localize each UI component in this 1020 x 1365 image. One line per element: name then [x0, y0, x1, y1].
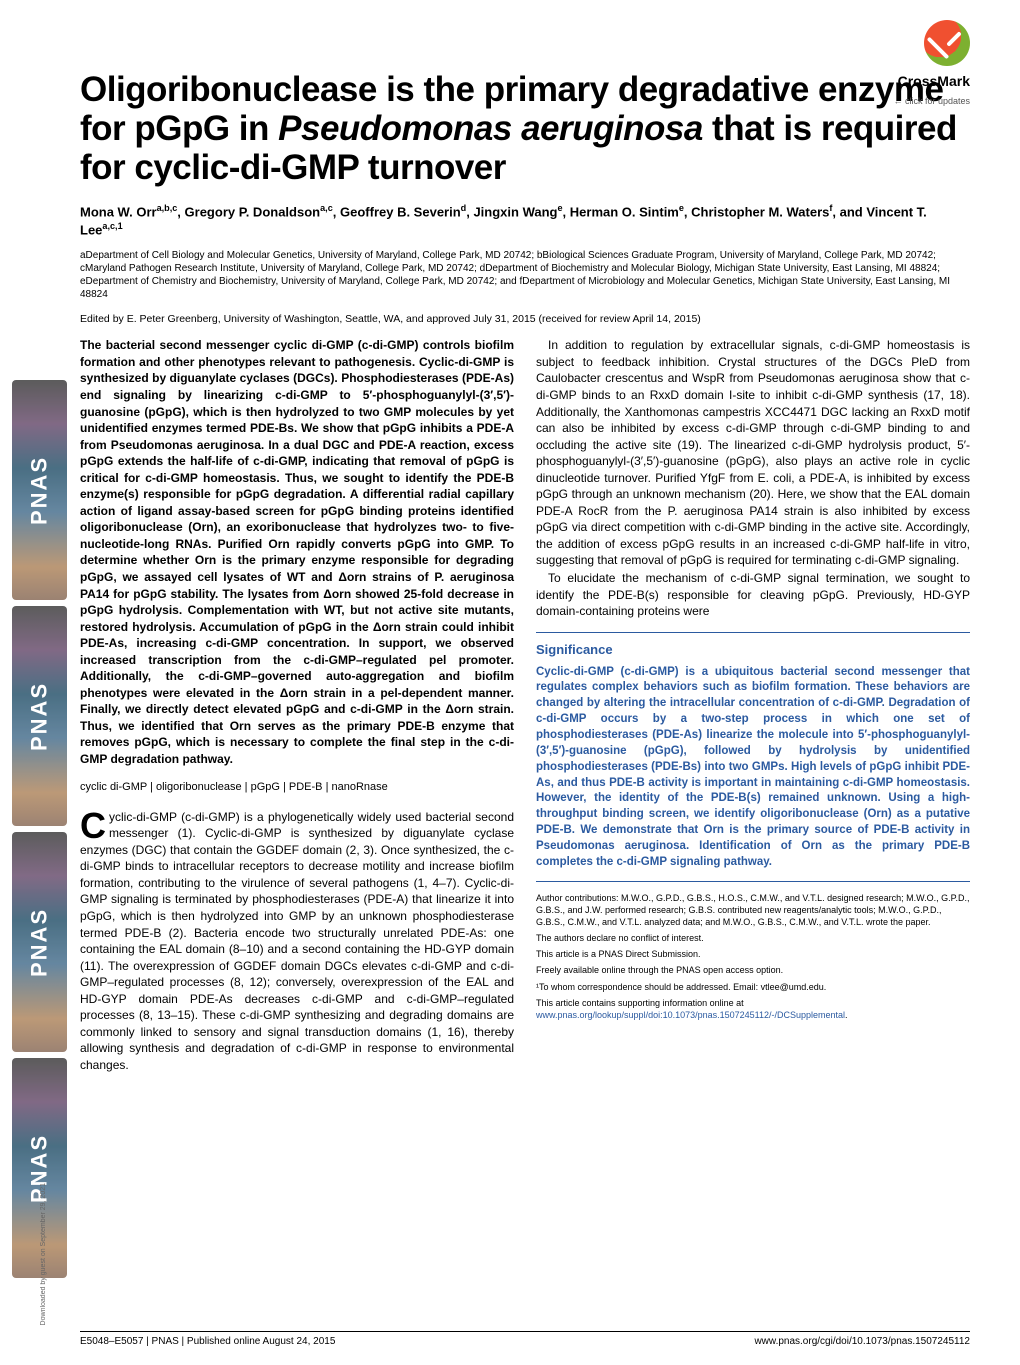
article-title: Oligoribonuclease is the primary degrada… [80, 70, 970, 188]
direct-submission: This article is a PNAS Direct Submission… [536, 948, 970, 960]
author-affil-sup: a,c [320, 203, 333, 213]
open-access: Freely available online through the PNAS… [536, 964, 970, 976]
author-affil-sup: a,b,c [157, 203, 178, 213]
correspondence: ¹To whom correspondence should be addres… [536, 981, 970, 993]
author-list: Mona W. Orra,b,c, Gregory P. Donaldsona,… [80, 202, 970, 240]
crossmark-label: CrossMark [898, 73, 970, 89]
abstract: The bacterial second messenger cyclic di… [80, 337, 514, 767]
conflict-statement: The authors declare no conflict of inter… [536, 932, 970, 944]
journal-page: PNAS PNAS PNAS PNAS Downloaded by guest … [0, 0, 1020, 1365]
edited-by: Edited by E. Peter Greenberg, University… [80, 313, 970, 325]
supplemental-link[interactable]: www.pnas.org/lookup/suppl/doi:10.1073/pn… [536, 1010, 845, 1020]
author-name: Mona W. Orr [80, 204, 157, 219]
footer-left: E5048–E5057 | PNAS | Published online Au… [80, 1336, 335, 1347]
pnas-logo-block: PNAS [12, 380, 67, 600]
article-footnotes: Author contributions: M.W.O., G.P.D., G.… [536, 892, 970, 1021]
pnas-logo-block: PNAS [12, 606, 67, 826]
significance-box: Significance Cyclic-di-GMP (c-di-GMP) is… [536, 632, 970, 882]
page-footer: E5048–E5057 | PNAS | Published online Au… [80, 1331, 970, 1347]
author-affil-sup: a,c,1 [102, 221, 122, 231]
author-name: Christopher M. Waters [691, 204, 829, 219]
crossmark-widget[interactable]: CrossMark ← click for updates [850, 20, 970, 109]
left-column: The bacterial second messenger cyclic di… [80, 337, 514, 1074]
download-note: Downloaded by guest on September 29, 202… [40, 1183, 47, 1325]
two-column-body: The bacterial second messenger cyclic di… [80, 337, 970, 1074]
right-column: In addition to regulation by extracellul… [536, 337, 970, 1074]
pnas-sidebar: PNAS PNAS PNAS PNAS [12, 380, 67, 1305]
significance-text: Cyclic-di-GMP (c-di-GMP) is a ubiquitous… [536, 665, 970, 882]
title-species: Pseudomonas aeruginosa [278, 109, 703, 148]
body-paragraph: In addition to regulation by extracellul… [536, 337, 970, 619]
supplemental: This article contains supporting informa… [536, 997, 970, 1021]
crossmark-icon [924, 20, 970, 66]
author-name: Jingxin Wang [473, 204, 557, 219]
significance-heading: Significance [536, 641, 970, 659]
pnas-logo-block: PNAS [12, 832, 67, 1052]
keywords: cyclic di-GMP | oligoribonuclease | pGpG… [80, 780, 514, 795]
crossmark-sublabel: ← click for updates [893, 96, 970, 106]
author-contributions: Author contributions: M.W.O., G.P.D., G.… [536, 892, 970, 928]
intro-text: Cyclic-di-GMP (c-di-GMP) is a phylogenet… [80, 809, 514, 1074]
footer-right: www.pnas.org/cgi/doi/10.1073/pnas.150724… [754, 1336, 970, 1347]
author-name: Gregory P. Donaldson [185, 204, 321, 219]
author-name: Geoffrey B. Severin [340, 204, 461, 219]
affiliations: aDepartment of Cell Biology and Molecula… [80, 249, 970, 301]
intro-paragraph: Cyclic-di-GMP (c-di-GMP) is a phylogenet… [80, 809, 514, 1074]
paragraph: In addition to regulation by extracellul… [536, 337, 970, 569]
author-name: Herman O. Sintim [570, 204, 679, 219]
paragraph: To elucidate the mechanism of c-di-GMP s… [536, 570, 970, 620]
